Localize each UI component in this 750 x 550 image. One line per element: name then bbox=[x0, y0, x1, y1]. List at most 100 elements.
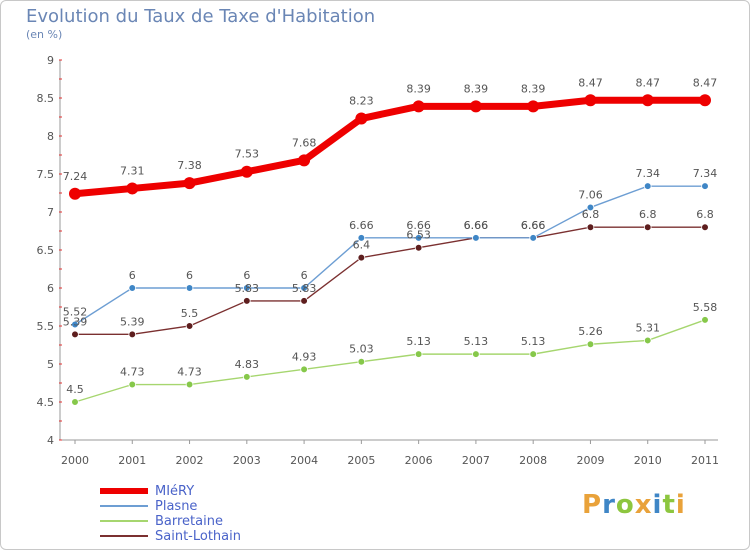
data-point bbox=[586, 340, 595, 349]
data-point bbox=[414, 234, 423, 242]
data-label: 5.31 bbox=[635, 321, 660, 334]
data-label: 7.34 bbox=[693, 167, 718, 180]
data-point bbox=[71, 330, 79, 339]
logo-letter: r bbox=[602, 490, 616, 520]
data-point bbox=[357, 253, 366, 262]
legend-swatch-saint-lothain bbox=[100, 535, 148, 537]
data-point bbox=[357, 357, 366, 366]
data-label: 7.06 bbox=[578, 188, 603, 201]
data-label: 5.13 bbox=[406, 335, 431, 348]
x-tick-label: 2005 bbox=[347, 454, 375, 467]
data-point bbox=[243, 297, 251, 305]
data-label: 5.58 bbox=[693, 301, 718, 314]
x-tick-label: 2002 bbox=[176, 454, 204, 467]
data-label: 7.68 bbox=[292, 136, 317, 149]
data-label: 6.66 bbox=[464, 219, 489, 232]
data-label: 6 bbox=[243, 269, 250, 282]
data-point bbox=[298, 154, 311, 167]
legend-label-barretaine: Barretaine bbox=[155, 514, 223, 529]
data-label: 7.53 bbox=[235, 148, 260, 161]
series-1 bbox=[71, 182, 709, 329]
data-point bbox=[300, 297, 308, 305]
data-label: 5.83 bbox=[292, 282, 317, 295]
data-label: 7.31 bbox=[120, 164, 145, 177]
logo-letter: t bbox=[662, 490, 676, 520]
data-label: 6.4 bbox=[353, 239, 371, 252]
data-point bbox=[584, 94, 597, 107]
y-tick-label: 7 bbox=[47, 206, 54, 219]
logo-letter: x bbox=[634, 490, 653, 520]
y-tick-label: 4.5 bbox=[37, 396, 55, 409]
series-line bbox=[71, 96, 709, 198]
data-point bbox=[412, 100, 425, 113]
data-label: 7.24 bbox=[63, 170, 88, 183]
data-point bbox=[243, 373, 251, 381]
legend-label-miery: MIéRY bbox=[155, 484, 195, 499]
data-point bbox=[183, 177, 196, 190]
data-label: 5.39 bbox=[63, 315, 88, 328]
data-point bbox=[643, 182, 652, 190]
data-point bbox=[469, 100, 482, 113]
data-label: 6 bbox=[129, 269, 136, 282]
x-tick-label: 2011 bbox=[691, 454, 719, 467]
series-3 bbox=[71, 223, 709, 339]
data-point bbox=[472, 234, 480, 242]
series-line bbox=[74, 319, 706, 403]
data-point bbox=[414, 243, 423, 252]
y-tick-label: 8 bbox=[47, 130, 54, 143]
data-label: 8.39 bbox=[464, 82, 489, 95]
legend-swatch-miery bbox=[100, 488, 148, 494]
data-label: 4.73 bbox=[120, 366, 145, 379]
data-label: 8.47 bbox=[635, 76, 660, 89]
data-label: 5.5 bbox=[181, 307, 199, 320]
data-point bbox=[527, 100, 540, 113]
series-2 bbox=[71, 316, 709, 406]
x-tick-label: 2000 bbox=[61, 454, 89, 467]
data-label: 5.13 bbox=[521, 335, 546, 348]
series-0 bbox=[69, 94, 711, 200]
y-tick-label: 5 bbox=[47, 358, 54, 371]
data-label: 5.26 bbox=[578, 325, 603, 338]
data-label: 8.47 bbox=[578, 76, 603, 89]
logo-letter: i bbox=[652, 490, 663, 520]
data-point bbox=[699, 94, 711, 107]
logo-letter: P bbox=[582, 490, 603, 520]
data-point bbox=[300, 284, 308, 292]
data-point bbox=[185, 322, 194, 330]
data-label: 5.03 bbox=[349, 343, 374, 356]
data-label: 6.53 bbox=[406, 229, 431, 242]
data-point bbox=[701, 223, 709, 232]
data-label: 4.83 bbox=[235, 358, 260, 371]
x-tick-label: 2009 bbox=[576, 454, 604, 467]
x-tick-label: 2003 bbox=[233, 454, 261, 467]
data-label: 4.93 bbox=[292, 350, 317, 363]
chart-subtitle: (en %) bbox=[26, 28, 63, 41]
data-label: 6.66 bbox=[349, 219, 374, 232]
data-point bbox=[128, 284, 137, 292]
data-label: 6 bbox=[186, 269, 193, 282]
data-label: 4.73 bbox=[177, 366, 202, 379]
x-tick-label: 2010 bbox=[634, 454, 662, 467]
y-tick-label: 7.5 bbox=[37, 168, 55, 181]
data-label: 6.66 bbox=[521, 219, 546, 232]
data-point bbox=[586, 203, 595, 212]
y-tick-label: 5.5 bbox=[37, 320, 55, 333]
legend-swatch-plasne bbox=[100, 505, 148, 507]
x-tick-label: 2007 bbox=[462, 454, 490, 467]
legend-swatch-barretaine bbox=[100, 520, 148, 522]
data-label: 8.39 bbox=[521, 82, 546, 95]
y-tick-label: 8.5 bbox=[37, 92, 55, 105]
data-label: 6.66 bbox=[464, 219, 489, 232]
data-point bbox=[126, 182, 139, 195]
data-point bbox=[472, 350, 480, 358]
data-point bbox=[529, 234, 537, 242]
data-label: 6.66 bbox=[521, 219, 546, 232]
legend-label-plasne: Plasne bbox=[155, 499, 198, 514]
data-point bbox=[71, 320, 79, 329]
data-point bbox=[701, 182, 709, 190]
data-point bbox=[701, 316, 709, 324]
data-point bbox=[71, 398, 79, 406]
data-label: 6.8 bbox=[639, 208, 657, 221]
data-label: 7.38 bbox=[177, 159, 202, 172]
